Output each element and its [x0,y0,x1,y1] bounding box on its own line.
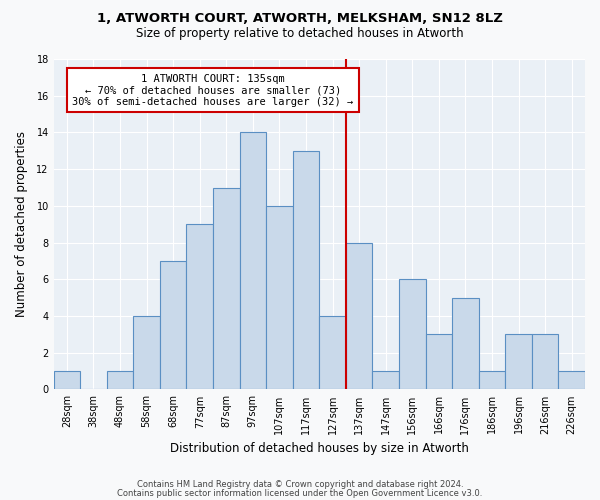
X-axis label: Distribution of detached houses by size in Atworth: Distribution of detached houses by size … [170,442,469,455]
Text: 1 ATWORTH COURT: 135sqm
← 70% of detached houses are smaller (73)
30% of semi-de: 1 ATWORTH COURT: 135sqm ← 70% of detache… [73,74,353,107]
Bar [346,242,373,390]
Bar [213,188,239,390]
Bar [532,334,559,390]
Bar [266,206,293,390]
Bar [479,371,505,390]
Bar [452,298,479,390]
Bar [425,334,452,390]
Text: Contains public sector information licensed under the Open Government Licence v3: Contains public sector information licen… [118,488,482,498]
Bar [53,371,80,390]
Bar [293,151,319,390]
Y-axis label: Number of detached properties: Number of detached properties [15,131,28,317]
Bar [399,280,425,390]
Text: 1, ATWORTH COURT, ATWORTH, MELKSHAM, SN12 8LZ: 1, ATWORTH COURT, ATWORTH, MELKSHAM, SN1… [97,12,503,26]
Bar [133,316,160,390]
Text: Contains HM Land Registry data © Crown copyright and database right 2024.: Contains HM Land Registry data © Crown c… [137,480,463,489]
Bar [559,371,585,390]
Bar [107,371,133,390]
Bar [319,316,346,390]
Bar [187,224,213,390]
Bar [160,261,187,390]
Bar [239,132,266,390]
Text: Size of property relative to detached houses in Atworth: Size of property relative to detached ho… [136,28,464,40]
Bar [505,334,532,390]
Bar [373,371,399,390]
